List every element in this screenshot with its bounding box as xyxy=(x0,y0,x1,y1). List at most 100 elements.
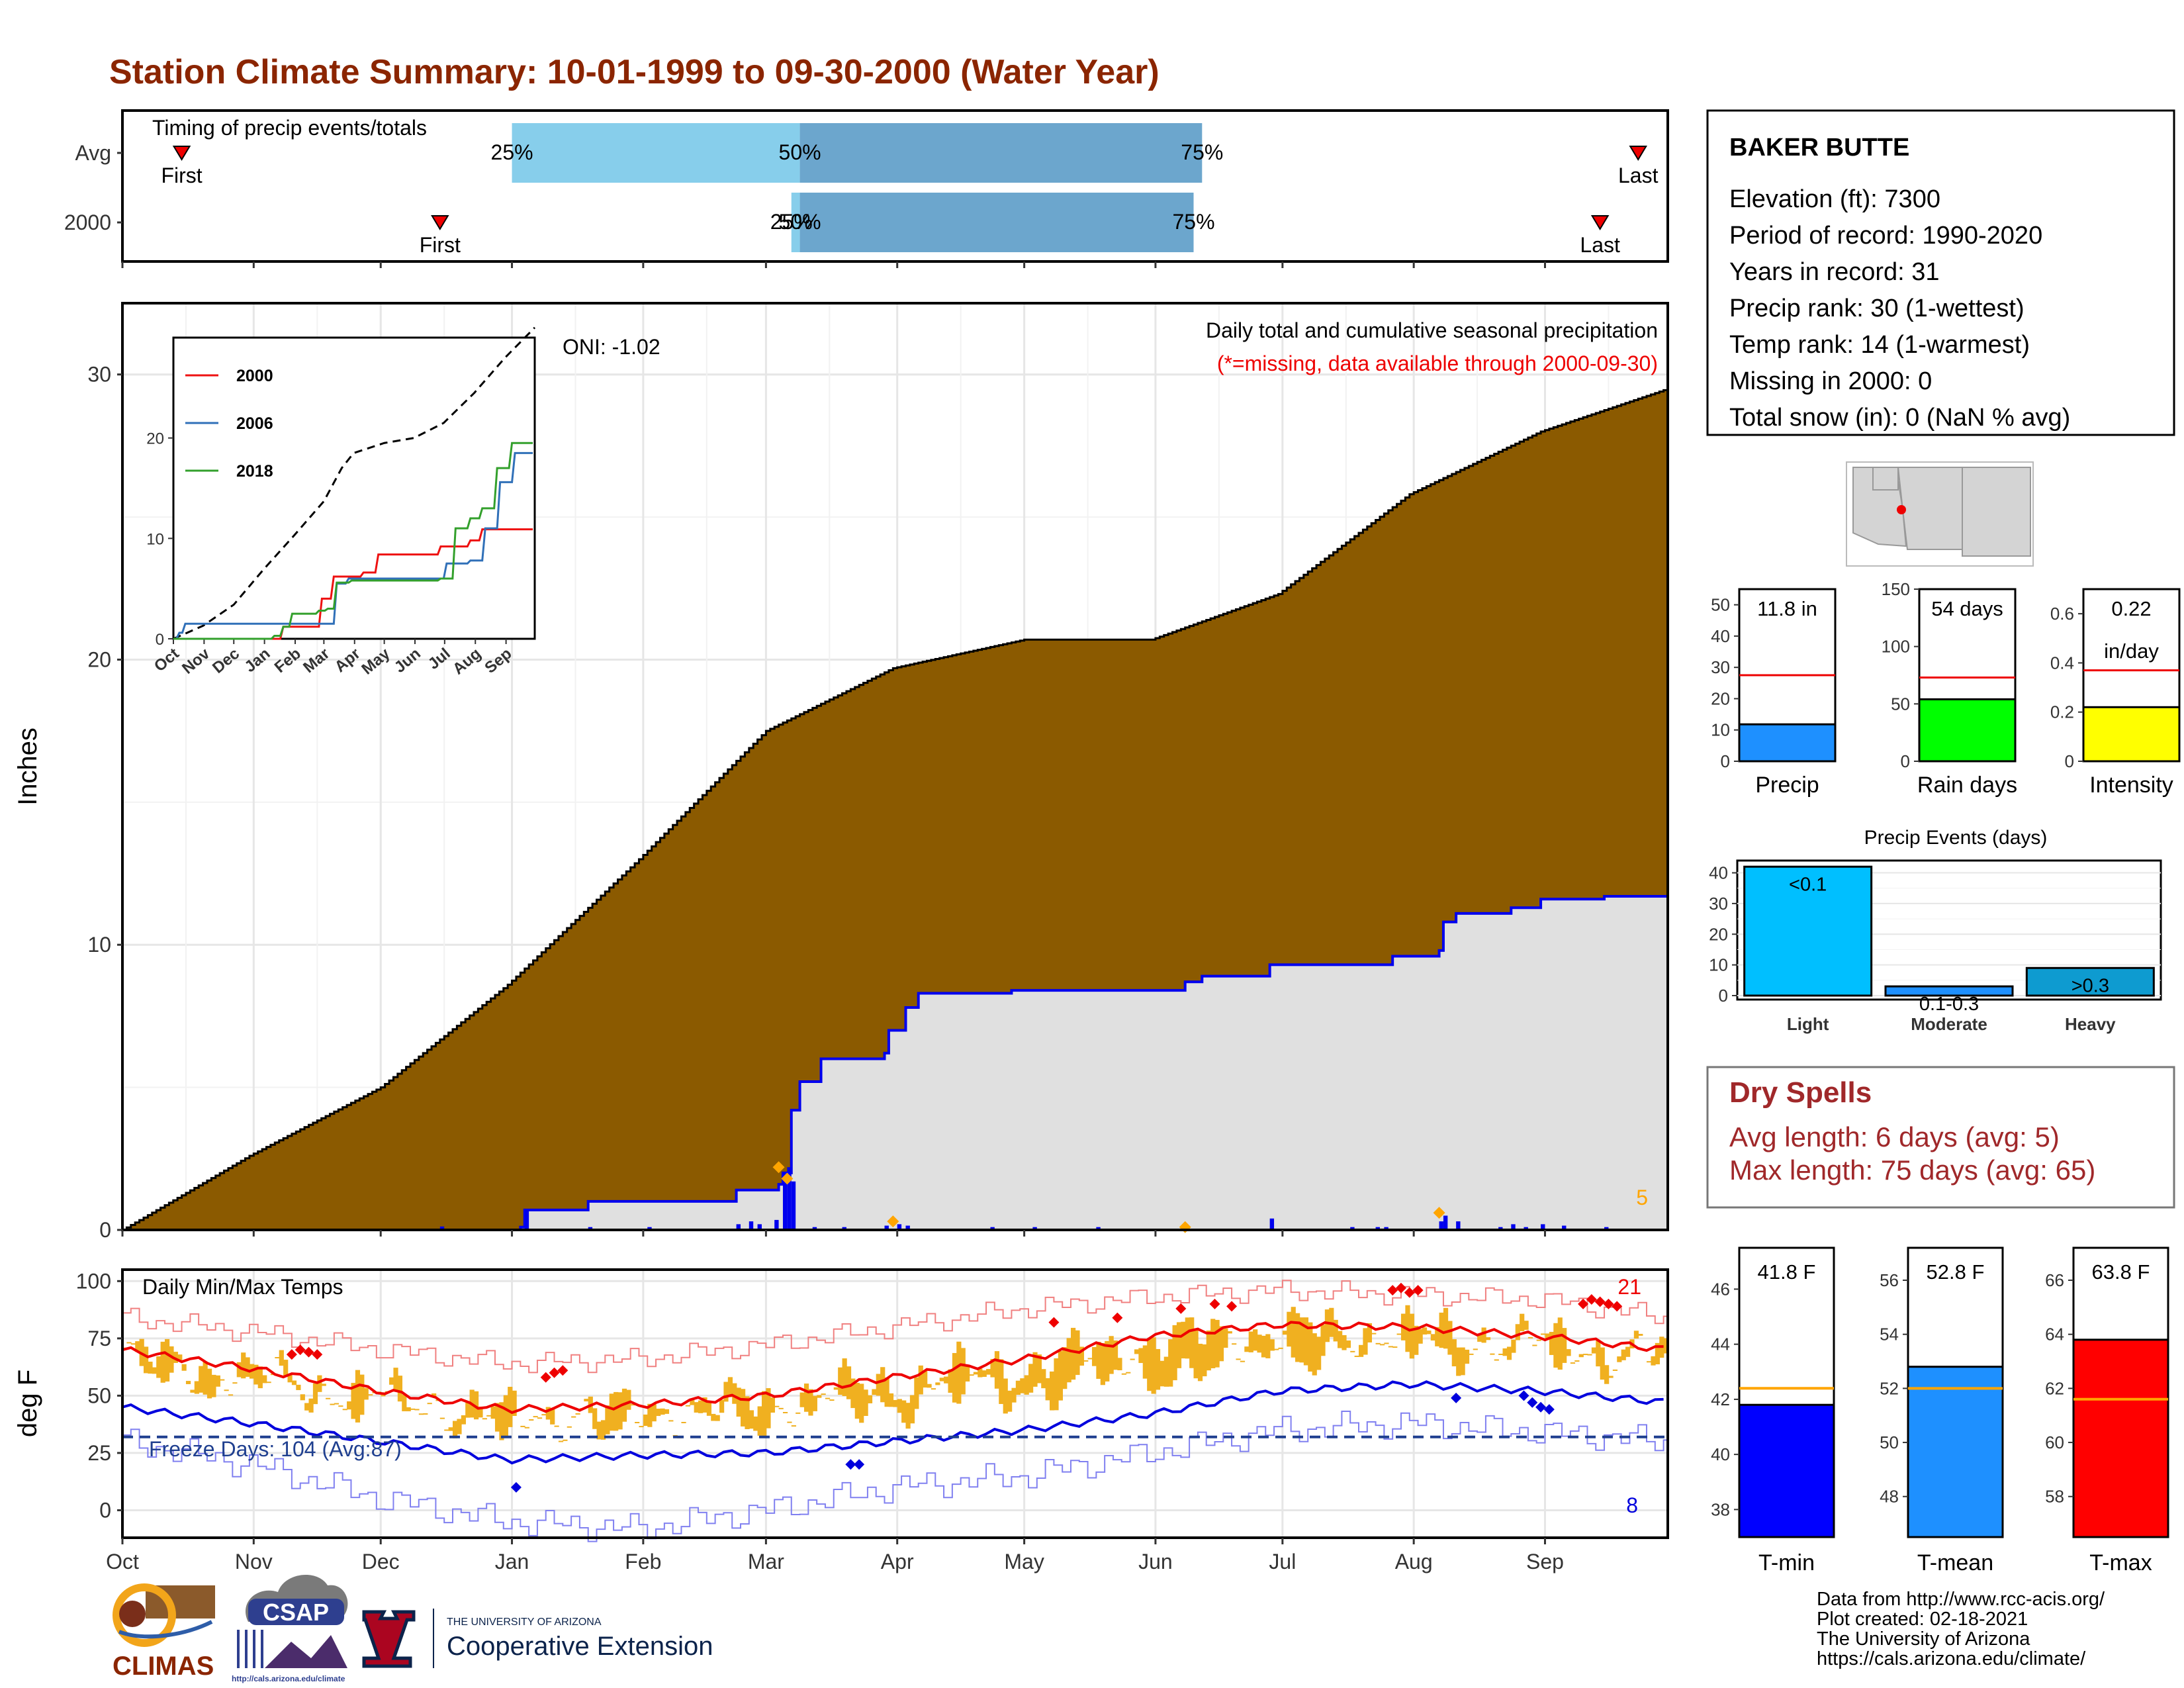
daily-temp-bar xyxy=(245,1357,250,1377)
daily-temp-bar xyxy=(1553,1323,1559,1368)
month-tick-label: Oct xyxy=(106,1550,139,1573)
daily-precip-bar xyxy=(787,1167,792,1230)
temp-summary-ytick-label: 60 xyxy=(2045,1432,2064,1452)
inset-series-line xyxy=(173,451,533,640)
daily-temp-bar xyxy=(592,1408,598,1429)
daily-temp-bar xyxy=(850,1378,856,1409)
temp-ytick-label: 25 xyxy=(87,1441,111,1465)
record-high-marker xyxy=(303,1346,314,1358)
daily-temp-bar xyxy=(931,1388,936,1390)
daily-temp-bar xyxy=(1028,1364,1034,1393)
daily-temp-bar xyxy=(1375,1342,1381,1344)
daily-temp-bar xyxy=(1168,1339,1173,1387)
events-ytick-label: 0 xyxy=(1719,986,1728,1006)
daily-temp-bar xyxy=(1087,1358,1093,1360)
daily-temp-bar xyxy=(215,1375,220,1387)
daily-temp-bar xyxy=(533,1416,538,1418)
dry-spells-avg: Avg length: 6 days (avg: 5) xyxy=(1729,1121,2060,1152)
summary-bar xyxy=(1738,723,1837,763)
timing-triangle-marker xyxy=(431,215,449,230)
daily-temp-bar xyxy=(715,1415,720,1421)
daily-temp-bar xyxy=(461,1415,466,1425)
daily-temp-bar xyxy=(1151,1337,1156,1394)
station-line: Precip rank: 30 (1-wettest) xyxy=(1729,295,2025,322)
daily-temp-bar xyxy=(1388,1346,1393,1348)
summary-ytick-label: 10 xyxy=(1711,720,1730,740)
daily-temp-bar xyxy=(1338,1331,1343,1348)
daily-temp-bar xyxy=(1545,1333,1550,1339)
daily-temp-bar xyxy=(981,1370,987,1378)
record-low-marker xyxy=(1527,1397,1538,1408)
daily-temp-bar xyxy=(774,1405,780,1407)
daily-precip-bar xyxy=(782,1172,788,1230)
daily-temp-bar xyxy=(567,1426,572,1428)
record-high-marker xyxy=(1612,1301,1623,1312)
daily-temp-bar xyxy=(791,1425,796,1427)
daily-temp-bar xyxy=(334,1403,340,1405)
daily-temp-bar xyxy=(1359,1344,1364,1357)
summary-ytick-label: 50 xyxy=(1711,595,1730,615)
timing-marker-label: First xyxy=(161,164,202,187)
daily-temp-bar xyxy=(1426,1331,1432,1335)
temp-summary-value-label: 63.8 F xyxy=(2092,1260,2150,1284)
timing-row-label: Avg xyxy=(75,141,111,165)
daily-temp-bar xyxy=(1511,1339,1516,1353)
daily-precip-bar xyxy=(1384,1227,1388,1230)
daily-temp-bar xyxy=(1447,1321,1453,1355)
daily-temp-bar xyxy=(1227,1331,1232,1334)
daily-temp-bar xyxy=(575,1413,580,1415)
summary-value-label: 54 days xyxy=(1931,597,2003,620)
daily-precip-bar xyxy=(774,1219,779,1230)
daily-temp-bar xyxy=(859,1383,864,1423)
daily-temp-bar xyxy=(317,1375,322,1392)
daily-temp-bar xyxy=(905,1403,911,1429)
daily-precip-bar xyxy=(647,1227,652,1230)
daily-temp-bar xyxy=(1515,1324,1520,1340)
events-ytick-label: 40 xyxy=(1709,863,1728,883)
oni-label: ONI: -1.02 xyxy=(563,335,660,359)
timing-bar-25-50 xyxy=(791,193,800,252)
daily-temp-bar xyxy=(600,1420,606,1440)
daily-precip-bar xyxy=(1439,1221,1443,1230)
events-bar-label: 0.1-0.3 xyxy=(1919,994,1979,1015)
daily-temp-bar xyxy=(1269,1339,1275,1351)
daily-temp-bar xyxy=(275,1357,280,1359)
daily-temp-bar xyxy=(1003,1378,1008,1414)
daily-temp-bar xyxy=(948,1369,953,1393)
daily-temp-bar xyxy=(1583,1354,1588,1356)
record-high-marker xyxy=(1209,1298,1220,1309)
temp-summary-ytick-label: 42 xyxy=(1711,1389,1730,1409)
daily-temp-bar xyxy=(1464,1349,1470,1364)
daily-temp-bar xyxy=(177,1354,183,1362)
csap-text: CSAP xyxy=(263,1599,329,1626)
record-high-marker xyxy=(312,1349,323,1360)
timing-marker-label: Last xyxy=(1618,164,1659,187)
precip-ytick-label: 30 xyxy=(87,363,111,387)
daily-temp-bar xyxy=(1527,1336,1533,1338)
timing-p50-label: 50% xyxy=(779,210,821,234)
daily-temp-bar xyxy=(1036,1354,1042,1383)
daily-temp-bar xyxy=(296,1384,301,1390)
events-xlabel: Light xyxy=(1787,1014,1829,1034)
daily-temp-bar xyxy=(609,1393,614,1431)
daily-temp-bar xyxy=(766,1388,771,1429)
timing-p75-label: 75% xyxy=(1172,210,1214,234)
summary-ytick-label: 0.4 xyxy=(2050,653,2074,673)
daily-temp-bar xyxy=(486,1415,492,1417)
daily-temp-bar xyxy=(803,1383,809,1412)
daily-temp-bar xyxy=(1520,1313,1525,1332)
daily-precip-bar xyxy=(757,1224,762,1230)
month-tick-label: Jul xyxy=(1269,1550,1296,1573)
daily-temp-bar xyxy=(363,1387,369,1400)
temp-summary-ytick-label: 50 xyxy=(1880,1432,1899,1452)
daily-temp-bar xyxy=(647,1403,653,1427)
credit-line: Plot created: 02-18-2021 xyxy=(1817,1609,2028,1630)
daily-temp-bar xyxy=(347,1401,352,1410)
daily-precip-bar xyxy=(812,1227,817,1230)
credit-line: Data from http://www.rcc-acis.org/ xyxy=(1817,1589,2105,1610)
daily-temp-bar xyxy=(1566,1349,1571,1356)
csap-logo: CSAP http://cals.arizona.edu/climate xyxy=(232,1574,348,1683)
temp-summary-value-label: 41.8 F xyxy=(1758,1260,1816,1284)
daily-temp-bar xyxy=(1469,1353,1474,1355)
daily-temp-bar xyxy=(1007,1390,1013,1412)
